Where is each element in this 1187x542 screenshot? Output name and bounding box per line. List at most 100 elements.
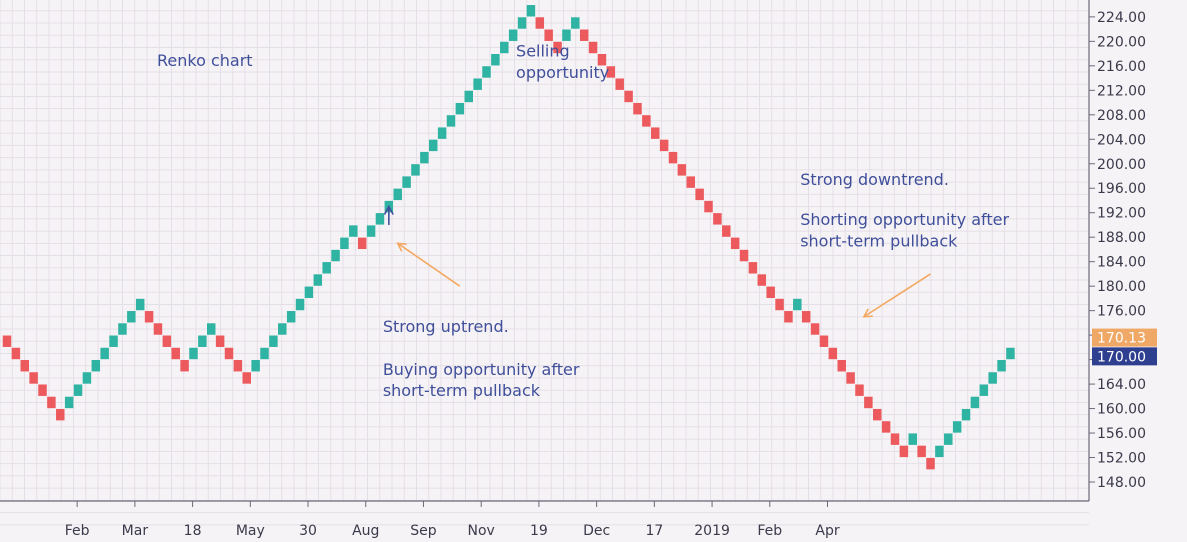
renko-brick-down [579, 29, 589, 41]
renko-brick-down [597, 54, 607, 66]
renko-brick-up [970, 396, 980, 409]
renko-brick-up [1006, 347, 1015, 360]
y-tick-label: 196.00 [1097, 181, 1146, 197]
renko-brick-down [704, 200, 713, 213]
y-tick-label: 208.00 [1097, 108, 1146, 124]
annotations: Selling opportunity Strong downtrend. Short… [383, 42, 1010, 401]
chart-title: Renko chart [157, 51, 253, 70]
renko-brick-down [766, 286, 775, 298]
renko-brick-up [286, 311, 296, 323]
renko-brick-up [979, 384, 989, 396]
renko-brick-down [215, 335, 225, 347]
renko-brick-up [411, 164, 420, 176]
renko-brick-up [508, 29, 518, 41]
renko-brick-up [198, 335, 207, 347]
renko-brick-up [295, 298, 305, 311]
renko-brick-down [153, 323, 163, 335]
renko-brick-down [47, 396, 56, 409]
renko-brick-up [562, 29, 571, 41]
renko-brick-up [349, 225, 358, 237]
x-tick-label: 2019 [694, 523, 730, 539]
price-badge: 170.13 [1092, 328, 1157, 347]
renko-brick-down [686, 176, 695, 188]
y-tick-label: 176.00 [1097, 304, 1146, 320]
x-tick-label: Mar [122, 523, 149, 539]
x-tick-label: Feb [65, 523, 90, 539]
renko-brick-down [357, 237, 367, 250]
renko-brick-down [180, 360, 189, 372]
renko-brick-down [855, 384, 864, 396]
renko-brick-down [144, 311, 154, 323]
renko-brick-up [269, 335, 278, 347]
y-tick-label: 152.00 [1097, 451, 1146, 467]
renko-brick-up [455, 102, 465, 115]
y-tick-label: 216.00 [1097, 59, 1146, 75]
x-tick-label: Apr [815, 523, 839, 539]
annotation-arrowhead [396, 242, 407, 252]
renko-brick-up [952, 421, 962, 433]
renko-brick-up [100, 347, 109, 360]
y-tick-label: 192.00 [1097, 206, 1146, 222]
renko-brick-up [393, 188, 402, 201]
renko-brick-down [553, 41, 562, 54]
renko-brick-down [828, 347, 838, 360]
renko-brick-down [695, 188, 704, 201]
renko-brick-up [908, 433, 917, 445]
x-tick-label: 17 [645, 523, 663, 539]
renko-brick-down [633, 102, 642, 115]
y-tick-label: 160.00 [1097, 402, 1146, 418]
renko-brick-down [642, 115, 651, 127]
renko-brick-up [207, 323, 216, 335]
renko-brick-up [402, 176, 411, 188]
renko-brick-down [668, 151, 678, 164]
renko-brick-up [491, 54, 500, 66]
renko-brick-down [899, 445, 909, 458]
renko-brick-down [730, 237, 740, 250]
renko-brick-up [278, 323, 287, 335]
renko-brick-down [56, 408, 65, 421]
renko-brick-up [251, 360, 260, 372]
x-tick-label: Dec [583, 523, 610, 539]
y-tick-label: 184.00 [1097, 255, 1146, 271]
renko-brick-up [304, 286, 314, 298]
renko-brick-down [739, 249, 749, 262]
y-tick-label: 188.00 [1097, 230, 1146, 246]
renko-brick-down [837, 360, 846, 372]
renko-brick-down [846, 372, 855, 384]
y-tick-label: 204.00 [1097, 132, 1146, 148]
renko-brick-down [615, 78, 624, 90]
renko-brick-down [784, 311, 793, 323]
renko-brick-down [748, 262, 758, 274]
renko-brick-up [988, 372, 997, 384]
renko-brick-up [73, 384, 83, 396]
renko-brick-up [793, 298, 802, 311]
renko-brick-up [109, 335, 118, 347]
renko-brick-down [535, 17, 545, 29]
renko-brick-up [91, 360, 101, 372]
renko-brick-down [20, 360, 29, 372]
annotation-text: short-term pullback [800, 231, 958, 250]
x-tick-label: 18 [184, 523, 202, 539]
annotation-text: Strong uptrend. [383, 317, 509, 336]
renko-brick-down [917, 445, 926, 458]
renko-brick-up [189, 347, 198, 360]
renko-brick-down [677, 164, 687, 176]
axes: 148.00152.00156.00160.00164.00168.00172.… [0, 0, 1157, 539]
renko-brick-up [420, 151, 429, 164]
renko-brick-down [890, 433, 900, 445]
x-tick-label: Feb [757, 523, 782, 539]
renko-brick-up [517, 17, 527, 29]
annotation-arrowhead [383, 204, 394, 215]
annotation-text: short-term pullback [383, 381, 541, 400]
renko-brick-up [313, 274, 323, 286]
renko-brick-down [659, 139, 669, 152]
renko-brick-up [961, 408, 971, 421]
renko-brick-down [713, 213, 722, 225]
renko-brick-up [944, 433, 953, 445]
renko-brick-up [571, 17, 580, 29]
renko-brick-up [340, 237, 349, 250]
renko-brick-down [233, 360, 243, 372]
renko-brick-up [331, 249, 340, 262]
renko-brick-down [757, 274, 767, 286]
